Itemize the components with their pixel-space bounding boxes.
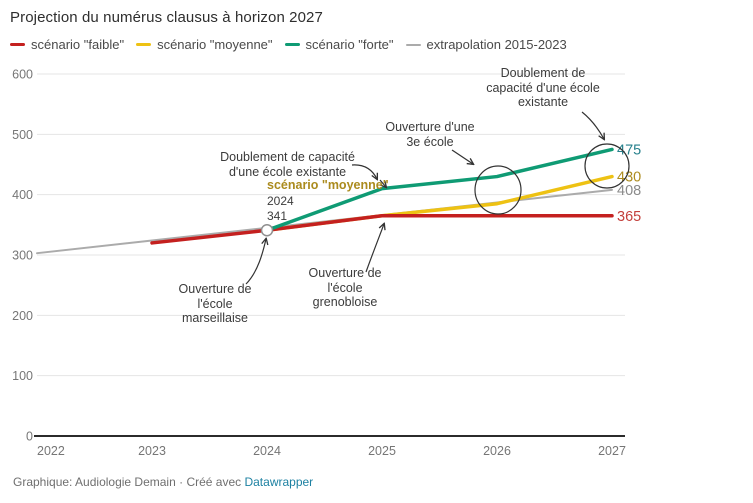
series-line-1 — [150, 214, 614, 245]
point-label-value: 341 — [267, 209, 288, 223]
legend-item-label: extrapolation 2015-2023 — [426, 37, 567, 52]
annotation-troisieme-ecole: Ouverture d'une 3e école — [385, 120, 475, 149]
series-end-label: 365 — [617, 209, 641, 225]
credit-text: Graphique: Audiologie Demain · Créé avec — [13, 475, 245, 489]
annotation-scenario-moyenne: scénario "moyenne" — [267, 178, 389, 192]
arrow-doublement-right — [581, 111, 604, 139]
series-line-3 — [265, 147, 614, 233]
legend-swatch — [405, 43, 421, 46]
legend: scénario "faible" scénario "moyenne" scéna… — [10, 37, 567, 52]
x-tick-label: 2025 — [368, 444, 396, 458]
point-marker — [260, 224, 274, 237]
legend-swatch — [284, 42, 300, 47]
legend-item-label: scénario "forte" — [305, 37, 394, 52]
arrow-doublement-left — [351, 164, 377, 179]
y-tick-label: 600 — [12, 68, 33, 82]
x-tick-label: 2022 — [37, 444, 65, 458]
x-tick-label: 2024 — [253, 444, 281, 458]
highlight-circle-2027 — [584, 143, 630, 189]
annotation-doublement-right: Doublement de capacité d'une école exist… — [486, 66, 600, 110]
y-tick-label: 100 — [12, 369, 33, 383]
arrow-marseillaise — [245, 239, 266, 285]
arrow-troisieme-ecole — [451, 149, 473, 164]
series-end-label: 408 — [617, 183, 641, 199]
y-tick-label: 200 — [12, 309, 33, 323]
legend-swatch — [136, 42, 152, 47]
point-label-year: 2024 — [267, 194, 294, 208]
legend-item: scénario "faible" — [10, 37, 124, 52]
legend-swatch — [10, 42, 25, 47]
highlight-circle-2026 — [474, 165, 522, 215]
annotation-doublement-left: Doublement de capacité d'une école exist… — [220, 150, 355, 179]
legend-item: scénario "moyenne" — [136, 37, 273, 52]
y-tick-label: 300 — [12, 249, 33, 263]
point-label-2024: 2024 341 — [267, 194, 294, 224]
y-tick-label: 500 — [12, 128, 33, 142]
series-end-label: 475 — [617, 142, 641, 158]
annotation-marseillaise: Ouverture de l'école marseillaise — [178, 282, 252, 326]
legend-item: scénario "forte" — [284, 37, 394, 52]
y-tick-label: 400 — [12, 188, 33, 202]
legend-item-label: scénario "moyenne" — [157, 37, 273, 52]
arrow-scenario-moyenne — [379, 179, 386, 187]
footer-credit: Graphique: Audiologie Demain · Créé avec… — [13, 475, 313, 489]
x-tick-label: 2023 — [138, 444, 166, 458]
y-tick-label: 0 — [26, 430, 33, 444]
x-tick-label: 2026 — [483, 444, 511, 458]
x-tick-label: 2027 — [598, 444, 626, 458]
legend-item: extrapolation 2015-2023 — [405, 37, 567, 52]
chart-title: Projection du numérus clausus à horizon … — [10, 9, 323, 26]
datawrapper-link[interactable]: Datawrapper — [244, 475, 314, 489]
legend-item-label: scénario "faible" — [31, 37, 125, 52]
arrow-grenobloise — [365, 224, 384, 273]
annotation-grenobloise: Ouverture de l'école grenobloise — [308, 266, 382, 310]
